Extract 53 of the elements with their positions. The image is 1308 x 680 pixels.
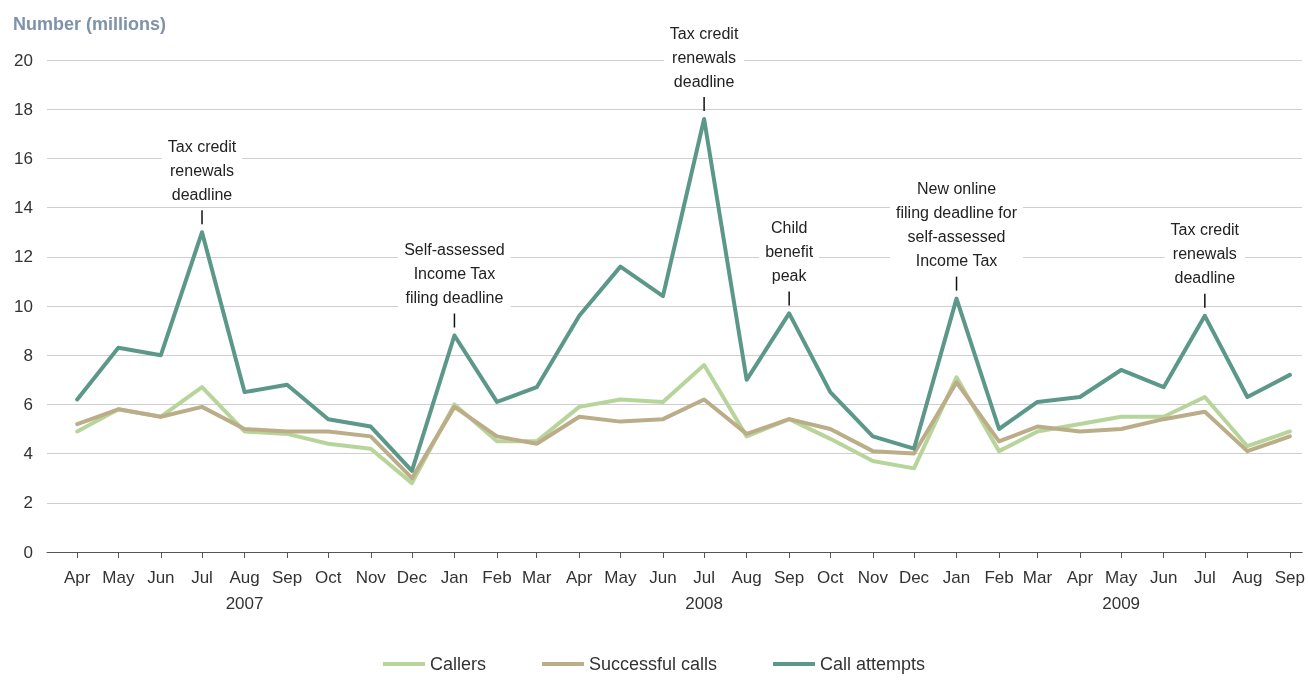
x-tick-label: Jun: [1149, 567, 1178, 587]
x-tick-label: May: [604, 567, 637, 587]
x-tick-label: Dec: [396, 567, 428, 587]
annotation: Tax credit renewals deadline: [669, 24, 739, 90]
x-tick-label: Feb: [984, 567, 1014, 587]
y-tick-label: 6: [23, 394, 33, 414]
x-tick-label: Jan: [942, 567, 971, 587]
y-tick-label: 8: [23, 345, 33, 365]
x-tick-label: Nov: [857, 567, 889, 587]
y-tick-label: 4: [23, 444, 33, 464]
y-tick-label: 12: [14, 247, 33, 267]
x-tick-label: Dec: [898, 567, 930, 587]
y-tick-label: 2: [23, 493, 33, 513]
x-tick-label: Sep: [1274, 567, 1305, 587]
legend-label: Callers: [429, 654, 486, 674]
x-tick-label: Oct: [315, 567, 342, 587]
x-tick-label: Apr: [1066, 567, 1094, 587]
y-tick-label: 14: [14, 198, 33, 218]
y-tick-label: 10: [14, 296, 33, 316]
y-tick-label: 20: [14, 50, 33, 70]
x-tick-label: May 2009: [1102, 567, 1141, 613]
y-axis-title: Number (millions): [13, 14, 167, 34]
x-tick-label: Jun: [147, 567, 175, 587]
x-tick-label: Aug: [731, 567, 762, 587]
x-tick-label: Apr: [63, 567, 91, 587]
x-tick-label: Sep: [774, 567, 805, 587]
x-tick-label: Jan: [440, 567, 469, 587]
x-tick-label: Aug 2007: [225, 567, 264, 613]
x-tick-label: Jul 2008: [685, 567, 724, 613]
line-series: [75, 117, 1292, 473]
annotation: Self-assessed Income Tax filing deadline: [404, 241, 505, 307]
x-tick-label: Mar: [1022, 567, 1053, 587]
x-tick-label: Nov: [355, 567, 387, 587]
line-series: [75, 380, 1292, 481]
x-tick-label: May: [102, 567, 135, 587]
x-tick-label: Jul: [191, 567, 213, 587]
x-tick-label: Feb: [482, 567, 512, 587]
x-tick-label: Sep: [271, 567, 303, 587]
x-tick-label: Jun: [649, 567, 677, 587]
annotation: Child benefit peak: [765, 218, 814, 284]
x-tick-label: Oct: [817, 567, 844, 587]
x-tick-label: Mar: [522, 567, 552, 587]
legend-label: Successful calls: [588, 654, 718, 674]
annotation: New online filing deadline for self-assessed Income Tax: [896, 180, 1018, 270]
y-tick-label: 0: [23, 542, 33, 562]
y-tick-label: 18: [14, 99, 33, 119]
annotation: Tax credit renewals deadline: [1170, 221, 1240, 287]
annotation: Tax credit renewals deadline: [167, 137, 237, 203]
legend-label: Call attempts: [820, 654, 926, 674]
x-tick-label: Aug: [1232, 567, 1263, 587]
x-tick-label: Apr: [566, 567, 593, 587]
y-tick-label: 16: [14, 148, 33, 168]
x-tick-label: Jul: [1193, 567, 1216, 587]
